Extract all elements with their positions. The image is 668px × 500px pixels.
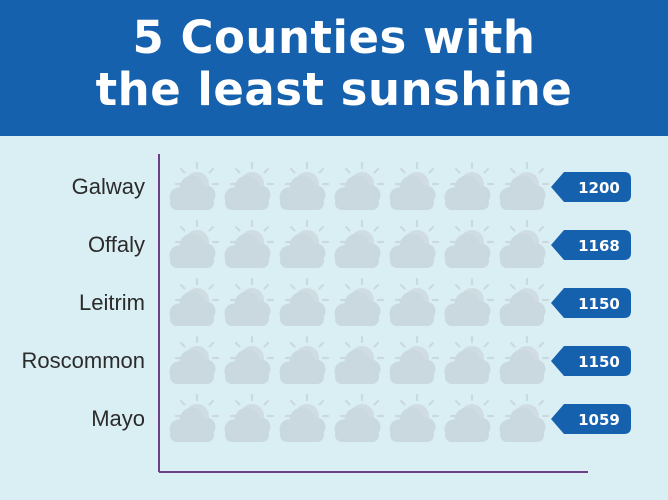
sun-cloud-icon [333, 277, 385, 328]
sun-cloud-icon [223, 277, 275, 328]
sun-cloud-icon [223, 393, 275, 444]
sun-cloud-icon [223, 161, 275, 212]
sun-cloud-icon [168, 219, 220, 270]
value-badge [551, 288, 631, 318]
sun-cloud-icon [443, 161, 495, 212]
category-label: Offaly [88, 232, 145, 257]
sun-cloud-icon [498, 219, 550, 270]
category-label: Mayo [91, 406, 145, 431]
bar-row: Roscommon 1150 [22, 335, 631, 386]
bar-row: Mayo 1059 [91, 393, 631, 444]
sun-cloud-icon [168, 277, 220, 328]
sun-cloud-icon [388, 219, 440, 270]
sun-cloud-icon [278, 335, 330, 386]
chart-title-line-2: the least sunshine [95, 63, 573, 116]
value-label: 1168 [578, 237, 620, 255]
value-label: 1200 [578, 179, 620, 197]
sun-cloud-icon [278, 161, 330, 212]
sun-cloud-icon [443, 335, 495, 386]
sun-cloud-icon [333, 219, 385, 270]
bar-row: Leitrim 1150 [79, 277, 631, 328]
sun-cloud-icon [333, 393, 385, 444]
sun-cloud-icon [498, 335, 550, 386]
sun-cloud-icon [168, 393, 220, 444]
value-label: 1150 [578, 353, 620, 371]
category-label: Roscommon [22, 348, 145, 373]
sun-cloud-icon [443, 219, 495, 270]
sun-cloud-icon [168, 335, 220, 386]
sun-cloud-icon [223, 219, 275, 270]
chart-title-line-1: 5 Counties with [132, 11, 536, 64]
sun-cloud-icon [498, 277, 550, 328]
value-label: 1059 [578, 411, 620, 429]
sun-cloud-icon [443, 393, 495, 444]
bar-row: Offaly 1168 [88, 219, 631, 270]
sun-cloud-icon [278, 277, 330, 328]
sun-cloud-icon [168, 161, 220, 212]
sun-cloud-icon [443, 277, 495, 328]
value-label: 1150 [578, 295, 620, 313]
value-badge [551, 404, 631, 434]
value-badge [551, 230, 631, 260]
value-badge [551, 172, 631, 202]
value-badge [551, 346, 631, 376]
sun-cloud-icon [498, 161, 550, 212]
sun-cloud-icon [278, 393, 330, 444]
sun-cloud-icon [278, 219, 330, 270]
sun-cloud-icon [388, 335, 440, 386]
category-label: Galway [72, 174, 145, 199]
sun-cloud-icon [388, 393, 440, 444]
sun-cloud-icon [388, 161, 440, 212]
sun-cloud-icon [223, 335, 275, 386]
chart-title-banner: 5 Counties with the least sunshine [0, 0, 668, 136]
sun-cloud-icon [333, 335, 385, 386]
sun-cloud-icon [388, 277, 440, 328]
category-label: Leitrim [79, 290, 145, 315]
sun-cloud-icon [333, 161, 385, 212]
sun-cloud-icon [498, 393, 550, 444]
bar-row: Galway 1200 [72, 161, 631, 212]
